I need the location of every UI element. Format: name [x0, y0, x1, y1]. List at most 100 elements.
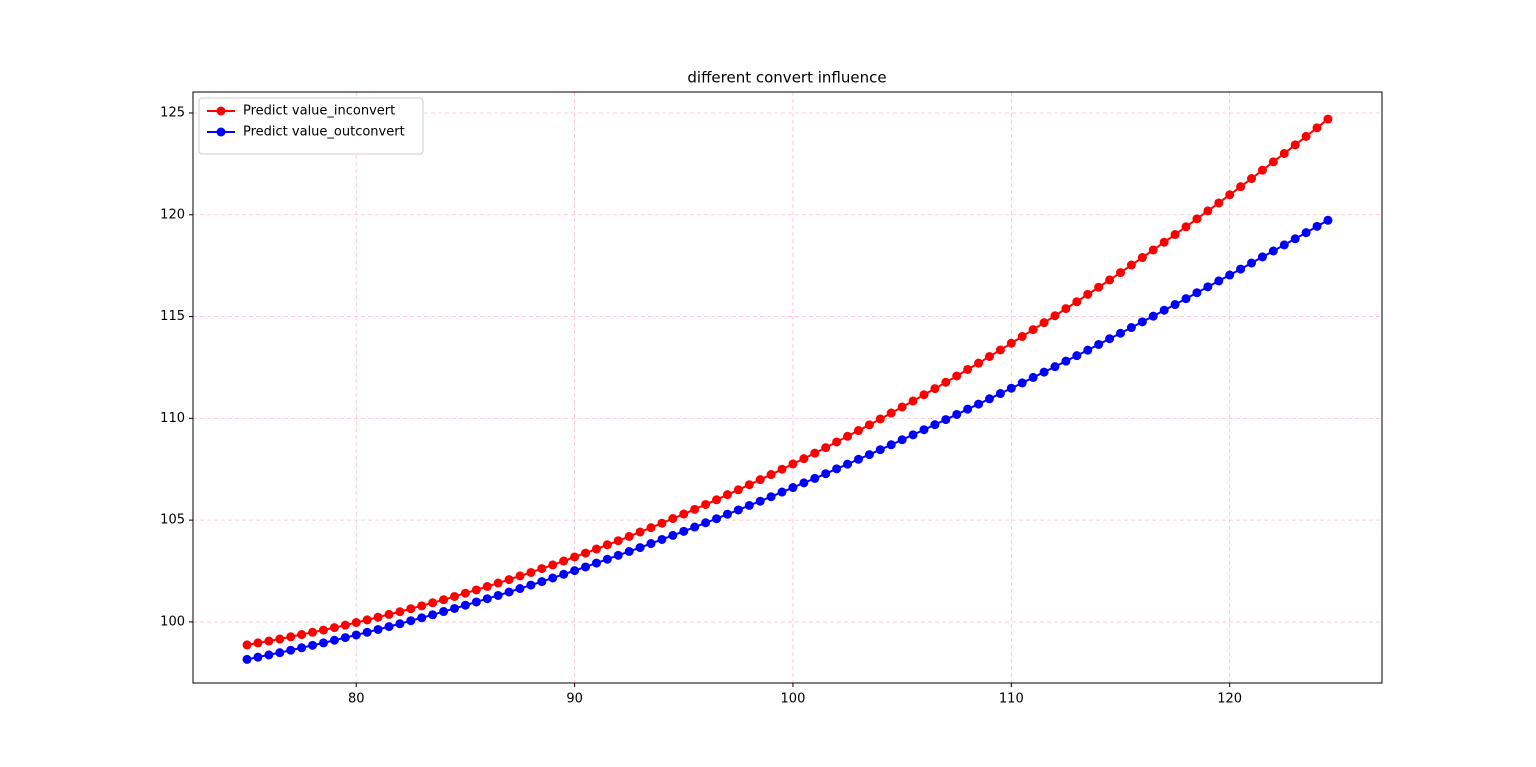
point	[1301, 131, 1311, 141]
point	[373, 624, 383, 634]
point	[1017, 378, 1027, 388]
point	[253, 638, 263, 648]
point	[417, 601, 427, 611]
point	[788, 483, 798, 493]
point	[406, 616, 416, 626]
point	[1028, 325, 1038, 335]
point	[1192, 214, 1202, 224]
point	[1105, 275, 1115, 285]
point	[1126, 323, 1136, 333]
y-tick-label: 115	[160, 309, 185, 324]
point	[1236, 264, 1246, 274]
point	[1312, 221, 1322, 231]
point	[548, 560, 558, 570]
point	[897, 435, 907, 445]
y-tick-label: 125	[160, 105, 185, 120]
point	[1170, 300, 1180, 310]
point	[1247, 258, 1257, 268]
point	[635, 527, 645, 537]
point	[340, 633, 350, 643]
point	[908, 430, 918, 440]
point	[439, 607, 449, 617]
point	[1279, 148, 1289, 158]
y-tick-label: 110	[160, 411, 185, 426]
legend: Predict value_inconvert Predict value_out…	[198, 97, 424, 155]
point	[526, 567, 536, 577]
point	[864, 450, 874, 460]
point	[297, 630, 307, 640]
point	[1050, 362, 1060, 372]
point	[1203, 282, 1213, 292]
point	[941, 415, 951, 425]
point	[952, 409, 962, 419]
point	[417, 613, 427, 623]
point	[679, 509, 689, 519]
legend-marker	[216, 106, 226, 116]
point	[308, 627, 318, 637]
point	[1236, 182, 1246, 192]
point	[1061, 304, 1071, 314]
point	[406, 604, 416, 614]
point	[941, 377, 951, 387]
point	[460, 588, 470, 598]
point	[581, 548, 591, 558]
point	[722, 509, 732, 519]
point	[1290, 234, 1300, 244]
point	[1312, 123, 1322, 133]
legend-label: Predict value_outconvert	[243, 125, 405, 140]
point	[1137, 317, 1147, 327]
legend-label: Predict value_inconvert	[243, 104, 395, 119]
point	[843, 459, 853, 469]
point	[1181, 294, 1191, 304]
legend-marker	[216, 127, 226, 137]
point	[1083, 345, 1093, 355]
point	[318, 638, 328, 648]
point	[286, 632, 296, 642]
point	[471, 585, 481, 595]
point	[362, 615, 372, 625]
point	[777, 464, 787, 474]
point	[1181, 222, 1191, 232]
point	[930, 384, 940, 394]
point	[581, 562, 591, 572]
point	[984, 394, 994, 404]
point	[253, 652, 263, 662]
point	[1083, 289, 1093, 299]
point	[1006, 338, 1016, 348]
point	[1268, 157, 1278, 167]
point	[864, 420, 874, 430]
x-tick-label: 120	[1217, 692, 1242, 707]
point	[624, 531, 634, 541]
point	[362, 627, 372, 637]
point	[570, 566, 580, 576]
point	[853, 426, 863, 436]
point	[286, 645, 296, 655]
point	[613, 536, 623, 546]
point	[919, 390, 929, 400]
point	[679, 526, 689, 536]
point	[1039, 318, 1049, 328]
point	[1257, 252, 1267, 262]
point	[1323, 215, 1333, 225]
point	[329, 635, 339, 645]
point	[712, 514, 722, 524]
point	[1279, 240, 1289, 250]
point	[1094, 282, 1104, 292]
point	[428, 610, 438, 620]
point	[995, 389, 1005, 399]
point	[974, 399, 984, 409]
point	[832, 464, 842, 474]
point	[1148, 311, 1158, 321]
point	[1214, 276, 1224, 286]
point	[297, 643, 307, 653]
point	[1214, 198, 1224, 208]
point	[559, 556, 569, 566]
point	[744, 480, 754, 490]
point	[821, 443, 831, 453]
point	[264, 650, 274, 660]
plot-frame	[192, 91, 1383, 684]
point	[657, 518, 667, 528]
point	[1116, 268, 1126, 278]
